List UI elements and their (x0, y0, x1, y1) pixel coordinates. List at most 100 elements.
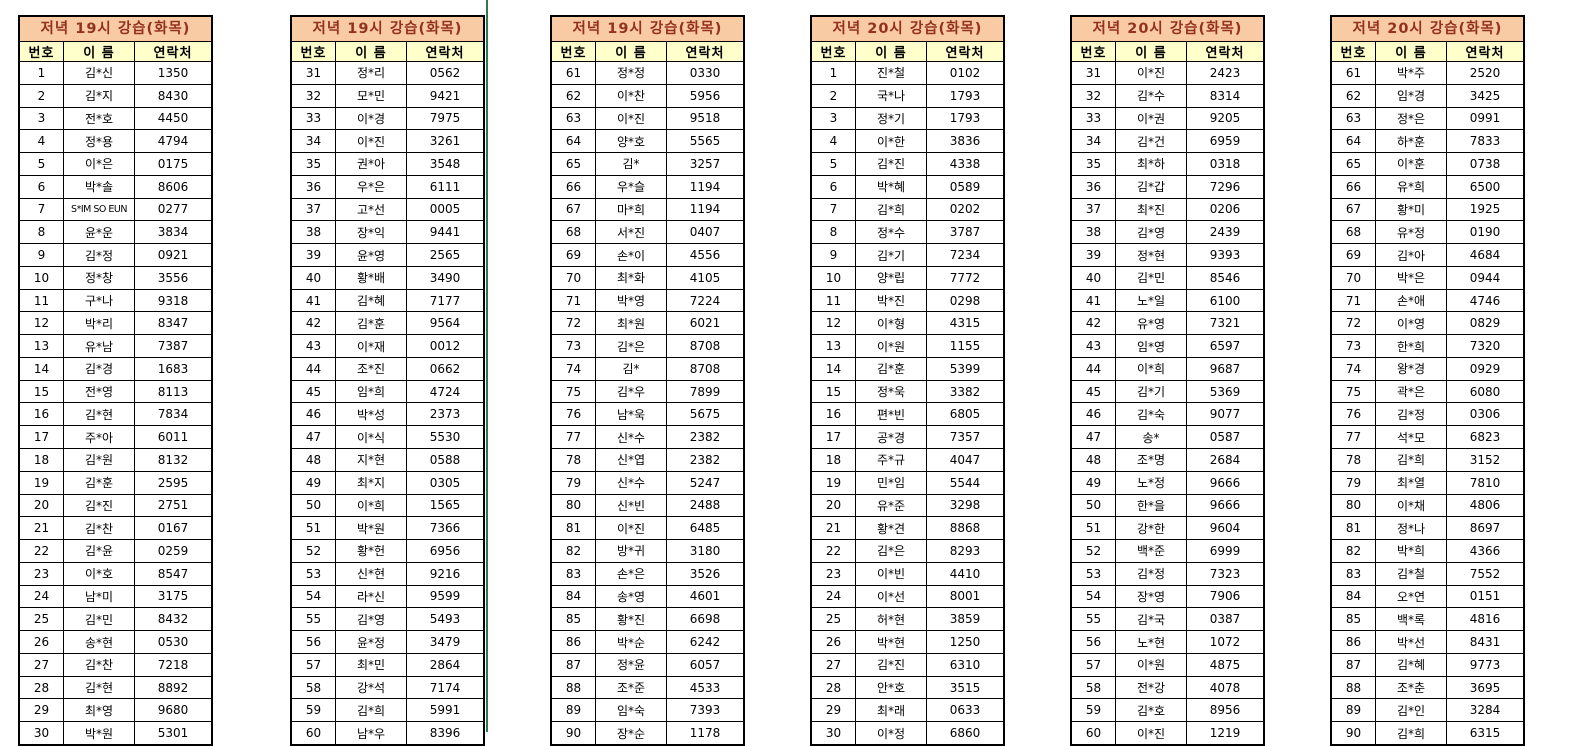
cell-no[interactable]: 61 (565, 65, 582, 80)
cell-name[interactable]: 방*귀 (595, 540, 666, 562)
cell-name[interactable]: 정*창 (63, 266, 134, 289)
cell-name[interactable]: 임*경 (1375, 84, 1446, 107)
cell-phone[interactable]: 8697 (1446, 517, 1523, 540)
cell-name[interactable]: 이*정 (855, 722, 926, 744)
cell-name[interactable]: 정*욱 (855, 380, 926, 403)
cell-phone[interactable]: 0633 (926, 699, 1003, 722)
cell-no[interactable]: 16 (825, 407, 842, 422)
cell-no[interactable]: 8 (829, 225, 838, 240)
cell-phone[interactable]: 3548 (406, 153, 483, 175)
cell-phone[interactable]: 3261 (406, 130, 483, 153)
cell-name[interactable]: 허*현 (855, 608, 926, 631)
cell-name[interactable]: 신*수 (595, 471, 666, 494)
cell-phone[interactable]: 4724 (406, 380, 483, 403)
cell-phone[interactable]: 7321 (1186, 312, 1263, 335)
cell-no[interactable]: 11 (33, 293, 50, 308)
cell-no[interactable]: 78 (1345, 452, 1362, 467)
cell-phone[interactable]: 7296 (1186, 175, 1263, 198)
cell-no[interactable]: 66 (1345, 179, 1362, 194)
cell-name[interactable]: 신*엽 (595, 449, 666, 471)
cell-name[interactable]: 최*원 (595, 312, 666, 335)
cell-no[interactable]: 80 (1345, 498, 1362, 513)
cell-phone[interactable]: 2520 (1446, 62, 1523, 84)
cell-no[interactable]: 27 (33, 657, 50, 672)
col-header-phone[interactable]: 연락처 (1446, 42, 1523, 61)
cell-name[interactable]: 정*은 (1375, 107, 1446, 130)
cell-phone[interactable]: 7810 (1446, 471, 1523, 494)
cell-no[interactable]: 5 (829, 156, 838, 171)
col-header-no[interactable]: 번호 (1332, 42, 1375, 61)
cell-name[interactable]: 조*춘 (1375, 676, 1446, 699)
cell-no[interactable]: 24 (825, 589, 842, 604)
cell-no[interactable]: 12 (33, 316, 50, 331)
cell-name[interactable]: 진*철 (855, 62, 926, 84)
cell-name[interactable]: 이*희 (1115, 357, 1186, 380)
cell-no[interactable]: 30 (33, 726, 50, 741)
cell-phone[interactable]: 0151 (1446, 585, 1523, 608)
cell-phone[interactable]: 6315 (1446, 722, 1523, 744)
cell-no[interactable]: 11 (825, 293, 842, 308)
cell-no[interactable]: 69 (565, 248, 582, 262)
cell-phone[interactable]: 0929 (1446, 357, 1523, 380)
cell-no[interactable]: 25 (33, 612, 50, 627)
cell-no[interactable]: 81 (565, 521, 582, 536)
cell-phone[interactable]: 3787 (926, 221, 1003, 244)
cell-phone[interactable]: 1155 (926, 335, 1003, 357)
cell-no[interactable]: 31 (1085, 65, 1102, 80)
cell-phone[interactable]: 8113 (134, 380, 211, 403)
table-title[interactable]: 저녁 20시 강습(화목) (1072, 17, 1263, 42)
cell-name[interactable]: 이*한 (855, 130, 926, 153)
cell-phone[interactable]: 0306 (1446, 403, 1523, 426)
cell-name[interactable]: 김*진 (855, 653, 926, 676)
cell-name[interactable]: 조*준 (595, 676, 666, 699)
cell-name[interactable]: 하*훈 (1375, 130, 1446, 153)
cell-no[interactable]: 20 (825, 498, 842, 513)
cell-phone[interactable]: 4556 (666, 244, 743, 266)
cell-no[interactable]: 50 (1085, 498, 1102, 513)
cell-name[interactable]: 박*성 (335, 403, 406, 426)
cell-name[interactable]: 김*기 (1115, 380, 1186, 403)
cell-phone[interactable]: 8347 (134, 312, 211, 335)
cell-name[interactable]: 박*솔 (63, 175, 134, 198)
cell-phone[interactable]: 4601 (666, 585, 743, 608)
cell-no[interactable]: 89 (565, 703, 582, 718)
cell-name[interactable]: 김*정 (1375, 403, 1446, 426)
cell-phone[interactable]: 7393 (666, 699, 743, 722)
cell-name[interactable]: 전*호 (63, 107, 134, 130)
cell-no[interactable]: 72 (565, 316, 582, 331)
cell-phone[interactable]: 8396 (406, 722, 483, 744)
cell-phone[interactable]: 3526 (666, 562, 743, 585)
cell-no[interactable]: 87 (565, 657, 582, 672)
cell-no[interactable]: 51 (1085, 521, 1102, 536)
cell-phone[interactable]: 5369 (1186, 380, 1263, 403)
cell-name[interactable]: 박*리 (63, 312, 134, 335)
cell-name[interactable]: 장*익 (335, 221, 406, 244)
cell-no[interactable]: 85 (1345, 612, 1362, 627)
cell-name[interactable]: 정*현 (1115, 244, 1186, 266)
cell-no[interactable]: 88 (565, 680, 582, 695)
cell-phone[interactable]: 2382 (666, 449, 743, 471)
cell-no[interactable]: 44 (1085, 361, 1102, 376)
cell-phone[interactable]: 0298 (926, 289, 1003, 312)
cell-phone[interactable]: 3425 (1446, 84, 1523, 107)
cell-no[interactable]: 53 (1085, 566, 1102, 581)
col-header-phone[interactable]: 연락처 (1186, 42, 1263, 61)
cell-phone[interactable]: 5399 (926, 357, 1003, 380)
cell-no[interactable]: 3 (37, 111, 46, 126)
cell-name[interactable]: 김*찬 (63, 517, 134, 540)
cell-phone[interactable]: 3382 (926, 380, 1003, 403)
cell-name[interactable]: 공*경 (855, 426, 926, 449)
cell-no[interactable]: 88 (1345, 680, 1362, 695)
cell-phone[interactable]: 0407 (666, 221, 743, 244)
cell-name[interactable]: 강*석 (335, 676, 406, 699)
cell-name[interactable]: 이*원 (855, 335, 926, 357)
cell-name[interactable]: 김*진 (855, 153, 926, 175)
cell-phone[interactable]: 2684 (1186, 449, 1263, 471)
cell-no[interactable]: 69 (1345, 248, 1362, 262)
cell-no[interactable]: 76 (1345, 407, 1362, 422)
cell-name[interactable]: 정*정 (595, 62, 666, 84)
cell-no[interactable]: 84 (565, 589, 582, 604)
col-header-no[interactable]: 번호 (1072, 42, 1115, 61)
cell-no[interactable]: 26 (825, 635, 842, 650)
cell-phone[interactable]: 7834 (134, 403, 211, 426)
